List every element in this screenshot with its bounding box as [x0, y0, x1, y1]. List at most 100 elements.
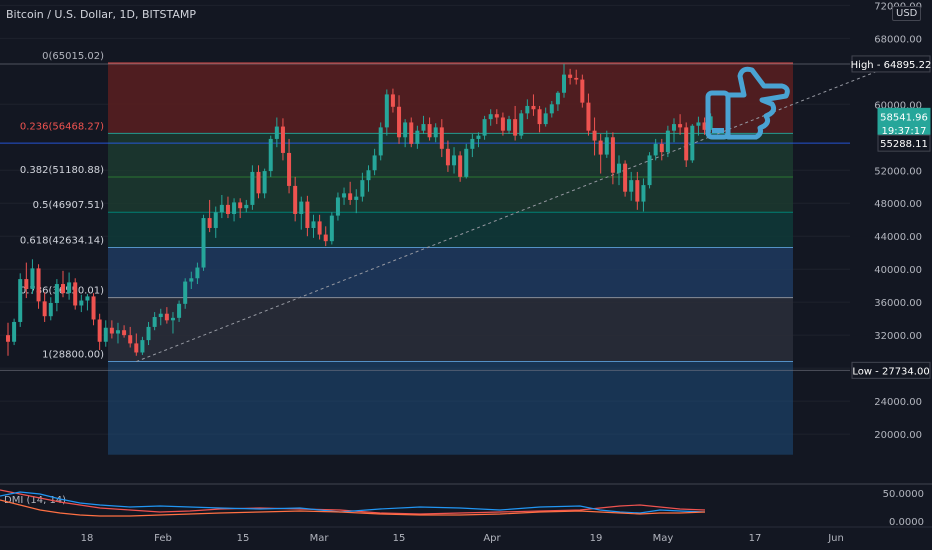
candle-body [287, 152, 292, 186]
candle-body [647, 155, 652, 186]
candle-body [409, 122, 414, 144]
hand-cuff-button [712, 128, 724, 133]
price-tag-box [851, 361, 931, 379]
candle-body [201, 218, 206, 268]
candle-body [238, 202, 243, 209]
candle-body [274, 126, 279, 139]
price-tick-label: 48000.00 [874, 199, 922, 210]
candle-body [452, 155, 457, 166]
fibonacci-retracement[interactable]: 0(65015.02) 0.236(56468.27) 0.382(51180.88… [0, 51, 850, 455]
candle-body [555, 92, 560, 105]
candle-body [513, 119, 518, 136]
candle-body [348, 193, 353, 200]
candle-body [335, 197, 340, 216]
candle-body [54, 284, 59, 304]
adx-line [0, 499, 706, 517]
candle-body [641, 185, 646, 202]
candle-body [177, 303, 182, 318]
candle-body [696, 122, 701, 126]
candle-body [189, 278, 194, 282]
candle-body [390, 94, 395, 107]
candle-body [317, 221, 322, 235]
candle-body [250, 171, 255, 205]
candle-body [610, 137, 615, 173]
time-tick-label: 19 [590, 533, 603, 544]
time-tick-label: Jun [827, 533, 844, 544]
candle-body [30, 268, 35, 289]
candle-body [262, 171, 267, 194]
fib-level-label: 0(65015.02) [42, 51, 104, 62]
dmi-tick-label: 0.0000 [889, 517, 924, 528]
candle-body [671, 124, 676, 131]
candle-body [378, 127, 383, 156]
candle-body [629, 180, 634, 192]
candle-body [305, 201, 310, 228]
price-tick-label: 52000.00 [874, 166, 922, 177]
candle-body [164, 313, 169, 321]
candle-body [12, 321, 17, 342]
price-tag-label: 58541.96 [880, 112, 928, 123]
candle-body [702, 122, 707, 130]
candle-body [329, 215, 334, 242]
candle-body [500, 117, 505, 131]
candle-body [604, 137, 609, 155]
price-tag-box [851, 55, 931, 73]
candle-body [623, 163, 628, 192]
candle-body [18, 279, 23, 322]
symbol-title[interactable]: Bitcoin / U.S. Dollar, 1D, BITSTAMP [6, 8, 196, 21]
time-tick-label: 15 [393, 533, 406, 544]
candle-body [311, 221, 316, 228]
candle-body [458, 155, 463, 177]
candle-body [421, 124, 426, 131]
candle-body [299, 201, 304, 214]
candle-body [598, 140, 603, 155]
price-tags: High - 64895.22 58541.96 19:37:17 55288.11 L… [851, 55, 931, 379]
candlestick-series [6, 63, 713, 356]
time-axis[interactable]: 18 Feb 15 Mar 15 Apr 19 May 17 Jun [0, 526, 932, 544]
candle-body [415, 130, 420, 144]
dmi-indicator-pane[interactable]: DMI (14, 14) 50.0000 0.0000 [0, 483, 932, 528]
candle-body [464, 148, 469, 177]
candle-body [494, 114, 499, 118]
candle-body [531, 105, 536, 110]
hand-fingers [725, 66, 790, 140]
candle-body [366, 170, 371, 181]
candle-body [580, 79, 585, 103]
candle-body [445, 148, 450, 166]
currency-badge[interactable]: USD [892, 6, 922, 21]
fib-zone [108, 247, 793, 298]
candle-body [708, 116, 713, 130]
candle-body [115, 330, 120, 334]
candle-body [592, 130, 597, 141]
candle-body [170, 317, 175, 321]
candle-body [397, 106, 402, 138]
candle-body [372, 155, 377, 171]
candle-body [146, 326, 151, 341]
candle-body [690, 125, 695, 161]
price-tick-label: 68000.00 [874, 34, 922, 45]
price-tag-label: Low - 27734.00 [852, 366, 929, 377]
candle-body [85, 296, 90, 301]
fib-zone [108, 177, 793, 213]
fib-zone-extension [108, 361, 793, 455]
price-tick-label: 20000.00 [874, 430, 922, 441]
candle-body [342, 193, 347, 198]
candle-body [562, 74, 567, 93]
fib-level-label: 0.382(51180.88) [20, 165, 104, 176]
candle-body [268, 138, 273, 172]
candle-body [195, 267, 200, 279]
candle-body [439, 127, 444, 149]
time-tick-label: Mar [310, 533, 330, 544]
candle-body [103, 327, 108, 342]
candle-body [158, 313, 163, 318]
candle-body [128, 335, 133, 344]
pointing-hand-icon [705, 66, 790, 140]
fib-zone [108, 133, 793, 178]
candle-body [482, 119, 487, 136]
candle-body [122, 330, 127, 336]
candle-body [91, 296, 96, 320]
price-tick-label: 32000.00 [874, 331, 922, 342]
time-tick-label: Feb [154, 533, 172, 544]
candle-body [488, 114, 493, 120]
